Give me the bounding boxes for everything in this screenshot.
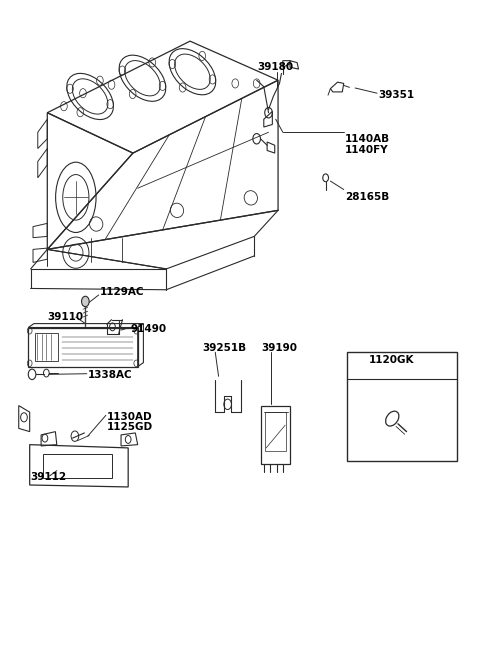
Text: 1338AC: 1338AC: [88, 370, 132, 380]
Bar: [36, 333, 58, 362]
Text: 39251B: 39251B: [202, 343, 246, 353]
Text: 39112: 39112: [31, 472, 67, 482]
Text: 39351: 39351: [378, 90, 414, 100]
Text: 1129AC: 1129AC: [100, 287, 144, 297]
Circle shape: [82, 296, 89, 307]
Text: 39190: 39190: [262, 343, 298, 353]
Text: 1140AB: 1140AB: [345, 134, 390, 143]
Bar: [43, 454, 111, 479]
Text: 1120GK: 1120GK: [369, 355, 414, 365]
Text: 28165B: 28165B: [345, 193, 389, 202]
Text: 39180: 39180: [258, 62, 294, 72]
Text: 39110: 39110: [48, 312, 84, 322]
Bar: [262, 405, 290, 464]
Text: 1140FY: 1140FY: [345, 145, 388, 155]
Bar: [347, 352, 456, 461]
Text: 1130AD: 1130AD: [107, 411, 152, 422]
Bar: [265, 412, 286, 451]
Text: 1125GD: 1125GD: [107, 422, 153, 432]
Text: 91490: 91490: [131, 324, 167, 334]
